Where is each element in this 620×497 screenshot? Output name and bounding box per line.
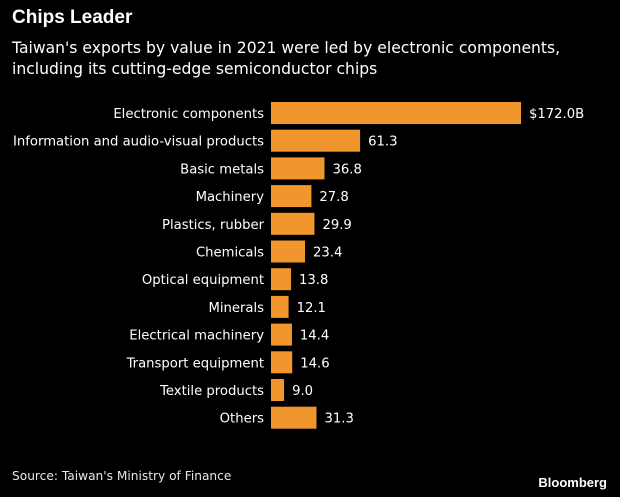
bar-transport-equipment bbox=[271, 351, 293, 374]
category-label-chemicals: Chemicals bbox=[196, 246, 264, 261]
category-label-minerals: Minerals bbox=[208, 301, 264, 316]
bar-textile-products bbox=[271, 379, 285, 401]
value-label-minerals: 12.1 bbox=[297, 301, 326, 316]
bar-machinery bbox=[271, 185, 312, 208]
category-label-plastics-rubber: Plastics, rubber bbox=[162, 218, 265, 233]
category-label-machinery: Machinery bbox=[196, 190, 265, 205]
value-label-electronic-components: $172.0B bbox=[529, 107, 584, 122]
source-note: Source: Taiwan's Ministry of Finance bbox=[12, 469, 232, 483]
category-label-transport-equipment: Transport equipment bbox=[126, 356, 264, 371]
bar-basic-metals bbox=[271, 157, 325, 180]
value-label-information-and-audio-visual-products: 61.3 bbox=[368, 135, 397, 150]
value-label-basic-metals: 36.8 bbox=[332, 162, 361, 177]
bar-others bbox=[271, 406, 317, 429]
value-label-plastics-rubber: 29.9 bbox=[322, 218, 351, 233]
bar-plastics-rubber bbox=[271, 212, 315, 235]
category-label-optical-equipment: Optical equipment bbox=[142, 273, 264, 288]
chart-subtitle: Taiwan's exports by value in 2021 were l… bbox=[12, 39, 561, 78]
category-label-basic-metals: Basic metals bbox=[180, 162, 264, 177]
value-label-chemicals: 23.4 bbox=[313, 246, 342, 261]
category-label-information-and-audio-visual-products: Information and audio-visual products bbox=[13, 135, 264, 150]
value-label-optical-equipment: 13.8 bbox=[299, 273, 328, 288]
category-label-textile-products: Textile products bbox=[159, 384, 264, 399]
bar-electrical-machinery bbox=[271, 323, 292, 346]
category-label-electronic-components: Electronic components bbox=[113, 107, 264, 122]
bar-information-and-audio-visual-products bbox=[271, 129, 361, 152]
value-label-others: 31.3 bbox=[324, 412, 353, 427]
category-label-electrical-machinery: Electrical machinery bbox=[129, 329, 264, 344]
bar-electronic-components bbox=[271, 102, 521, 124]
bar-minerals bbox=[271, 295, 289, 318]
value-label-machinery: 27.8 bbox=[319, 190, 348, 205]
category-label-others: Others bbox=[220, 412, 264, 427]
chart-title: Chips Leader bbox=[12, 7, 133, 28]
value-label-textile-products: 9.0 bbox=[292, 384, 313, 399]
value-label-electrical-machinery: 14.4 bbox=[300, 329, 329, 344]
value-label-transport-equipment: 14.6 bbox=[300, 356, 329, 371]
bar-chemicals bbox=[271, 240, 306, 263]
bar-optical-equipment bbox=[271, 268, 292, 291]
bloomberg-logo: Bloomberg bbox=[538, 475, 607, 490]
